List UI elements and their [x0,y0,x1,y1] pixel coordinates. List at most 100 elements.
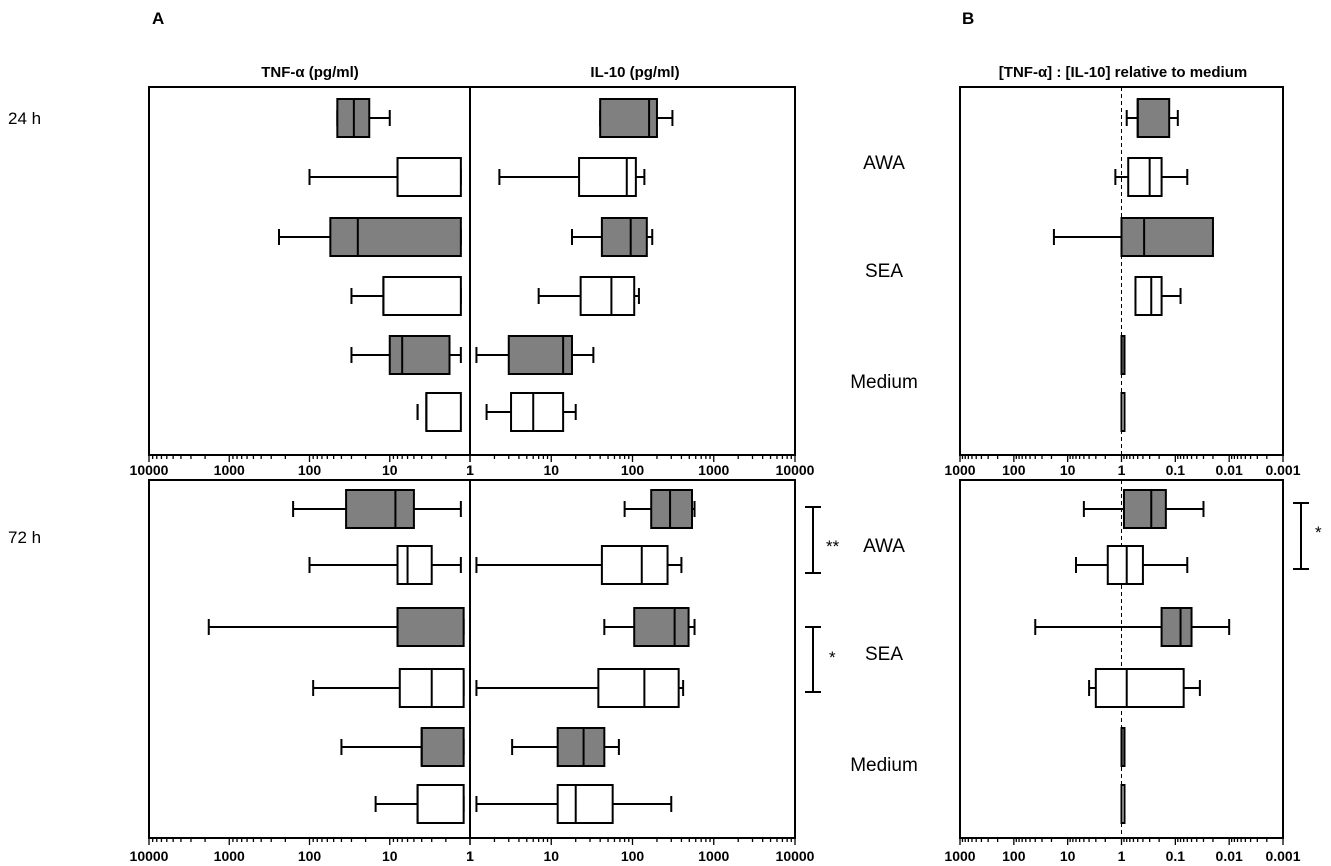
box-medium-open [1120,784,1126,824]
panel-label-a: A [152,9,164,28]
x-tick-label: 10000 [776,462,815,478]
iqr-box [1120,217,1214,257]
iqr-box [1127,157,1163,197]
box-sea-filled [603,607,696,647]
chart-5: 1000 100 10 1 0.1 0.01 0.001 [944,87,1301,478]
iqr-box [1122,489,1167,529]
x-tick-label: 1000 [698,462,729,478]
title-tnf: TNF-α (pg/ml) [261,64,359,81]
row-label-72h: 72 h [8,528,41,547]
significance-bracket-sea-a [805,626,821,693]
group-label-sea-72h: SEA [865,644,903,665]
iqr-box [420,727,465,767]
significance-label-awa-a: ** [826,537,840,556]
box-sea-open [312,668,465,708]
iqr-box [600,545,669,585]
box-awa-filled [1082,489,1205,529]
x-tick-label: 0.01 [1216,462,1243,478]
box-medium-open [374,784,465,824]
x-tick-label: 1000 [944,848,975,864]
x-tick-label: 10 [382,848,398,864]
box-sea-open [537,276,640,316]
box-awa-open [308,157,462,197]
box-sea-open [1088,668,1201,708]
box-awa-filled [292,489,462,529]
iqr-box [382,276,462,316]
iqr-box [1136,98,1171,138]
box-sea-filled [277,217,462,257]
group-label-medium-72h: Medium [850,755,918,776]
iqr-box [416,784,465,824]
x-tick-label: 100 [621,848,645,864]
x-tick-label: 1 [466,848,474,864]
title-il10: IL-10 (pg/ml) [590,64,679,81]
iqr-box [345,489,415,529]
box-awa-open [308,545,462,585]
iqr-box [329,217,462,257]
x-tick-label: 0.001 [1265,848,1300,864]
iqr-box [507,335,573,375]
x-tick-label: 0.1 [1166,848,1186,864]
x-tick-label: 100 [298,848,322,864]
title-ratio: [TNF-α] : [IL-10] relative to medium [999,64,1247,81]
iqr-box [1106,545,1144,585]
box-medium-open [485,392,577,432]
box-medium-filled [1120,727,1126,767]
iqr-box [396,545,433,585]
x-tick-label: 100 [1002,462,1026,478]
box-sea-open [1134,276,1182,316]
box-medium-filled [350,335,462,375]
box-medium-open [1120,392,1126,432]
x-tick-label: 10 [543,462,559,478]
x-tick-label: 1 [1118,462,1126,478]
iqr-box [579,276,636,316]
x-tick-label: 10000 [776,848,815,864]
box-awa-open [1075,545,1189,585]
group-label-awa-72h: AWA [863,536,905,557]
x-tick-label: 100 [1002,848,1026,864]
x-tick-label: 1 [466,462,474,478]
box-awa-filled [1125,98,1179,138]
box-awa-open [475,545,683,585]
iqr-box [599,98,658,138]
group-label-medium-24h: Medium [850,372,918,393]
box-medium-filled [340,727,465,767]
x-tick-label: 10 [382,462,398,478]
iqr-box [396,157,462,197]
x-tick-label: 10000 [130,848,169,864]
x-tick-label: 0.001 [1265,462,1300,478]
box-awa-filled [623,489,696,529]
significance-bracket-awa-a [805,506,821,574]
x-tick-label: 0.1 [1166,462,1186,478]
box-sea-open [350,276,462,316]
iqr-box [600,217,648,257]
chart-2: 1 10 100 1000 10000 [466,98,815,478]
box-sea-filled [570,217,654,257]
iqr-box [1134,276,1163,316]
box-medium-filled [1120,335,1126,375]
iqr-box [1160,607,1193,647]
x-tick-label: 1 [1118,848,1126,864]
box-medium-open [416,392,462,432]
x-tick-label: 1 [466,848,474,864]
chart-3: 10000 1000 100 10 1 [130,489,474,864]
x-tick-label: 10 [1060,462,1076,478]
box-sea-filled [1034,607,1231,647]
x-tick-label: 10 [1060,848,1076,864]
box-awa-filled [599,98,674,138]
box-awa-open [1114,157,1189,197]
box-medium-filled [511,727,620,767]
box-medium-filled [475,335,595,375]
box-sea-open [475,668,685,708]
iqr-box [650,489,694,529]
x-tick-label: 0.01 [1216,848,1243,864]
iqr-box [1094,668,1185,708]
chart-6: 1000 100 10 1 0.1 0.01 0.001 [944,480,1301,864]
iqr-box [633,607,690,647]
box-sea-filled [207,607,465,647]
x-tick-label: 1000 [944,462,975,478]
x-tick-label: 100 [298,462,322,478]
panel-label-b: B [962,9,974,28]
iqr-box [597,668,680,708]
